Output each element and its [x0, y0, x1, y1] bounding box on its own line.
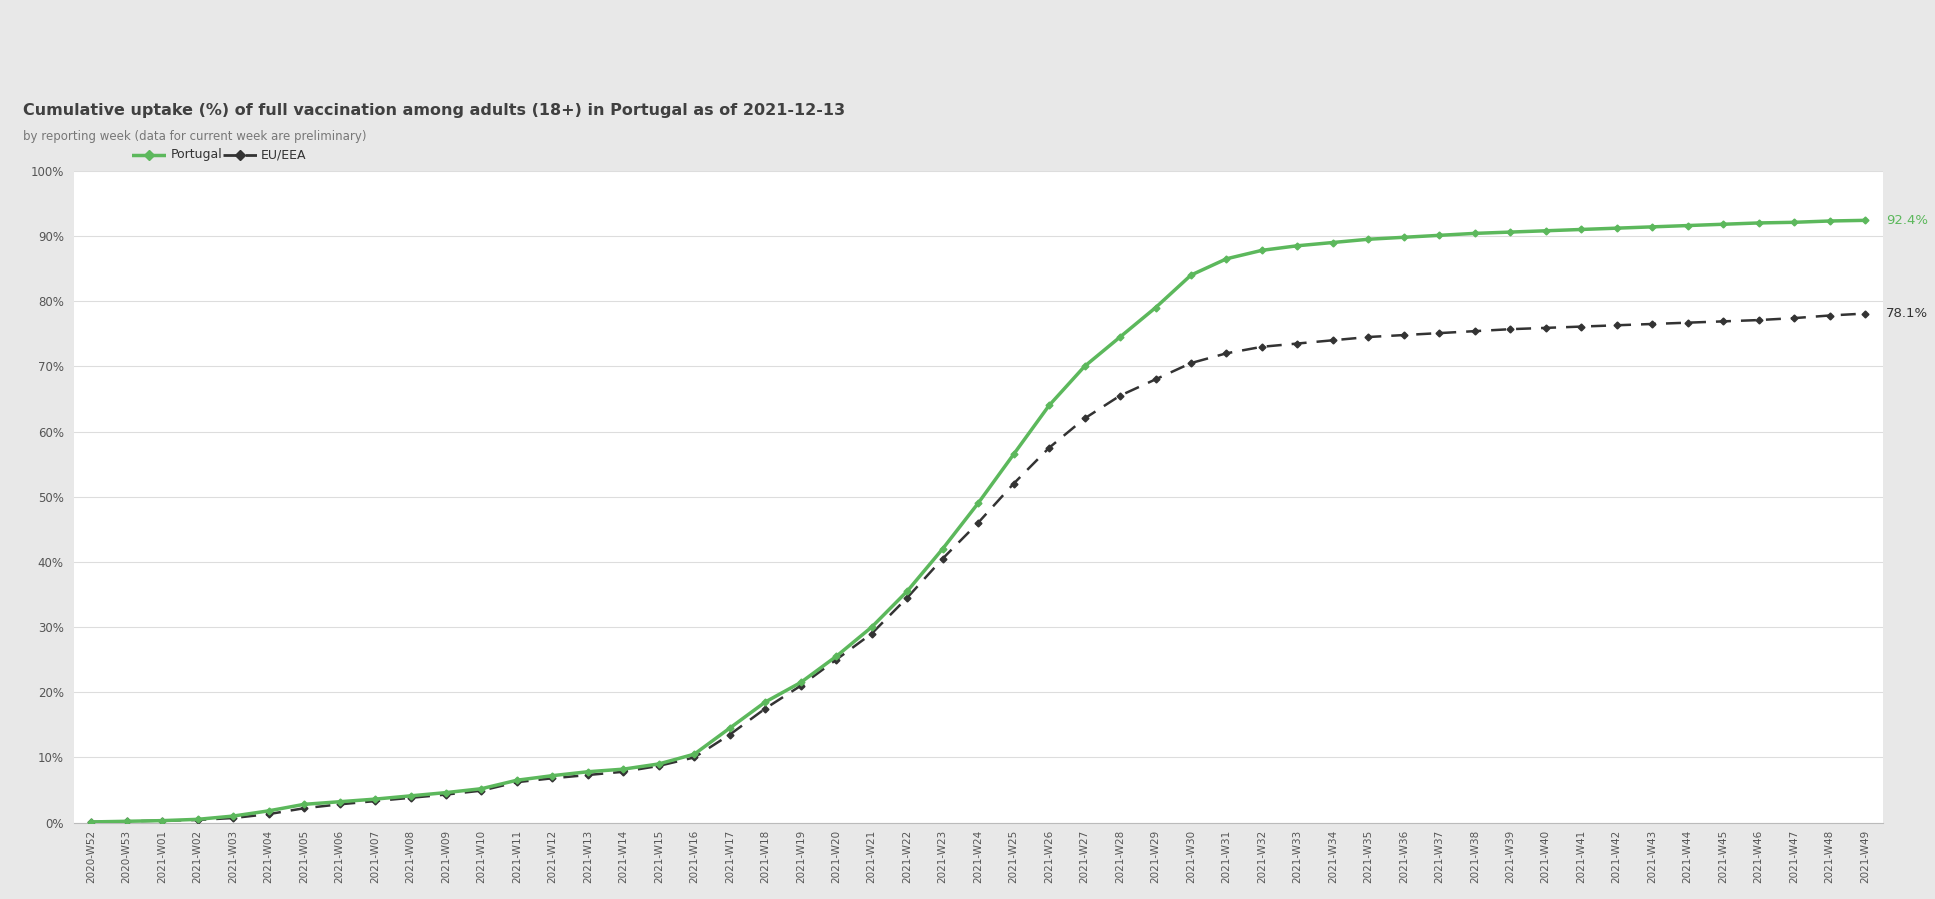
Text: EU/EEA: EU/EEA: [261, 148, 308, 161]
Text: Cumulative uptake (%) of full vaccination among adults (18+) in Portugal as of 2: Cumulative uptake (%) of full vaccinatio…: [23, 103, 846, 119]
Text: 92.4%: 92.4%: [1887, 214, 1929, 227]
Text: by reporting week (data for current week are preliminary): by reporting week (data for current week…: [23, 130, 368, 143]
Text: 78.1%: 78.1%: [1887, 307, 1929, 320]
Text: Portugal: Portugal: [170, 148, 223, 161]
